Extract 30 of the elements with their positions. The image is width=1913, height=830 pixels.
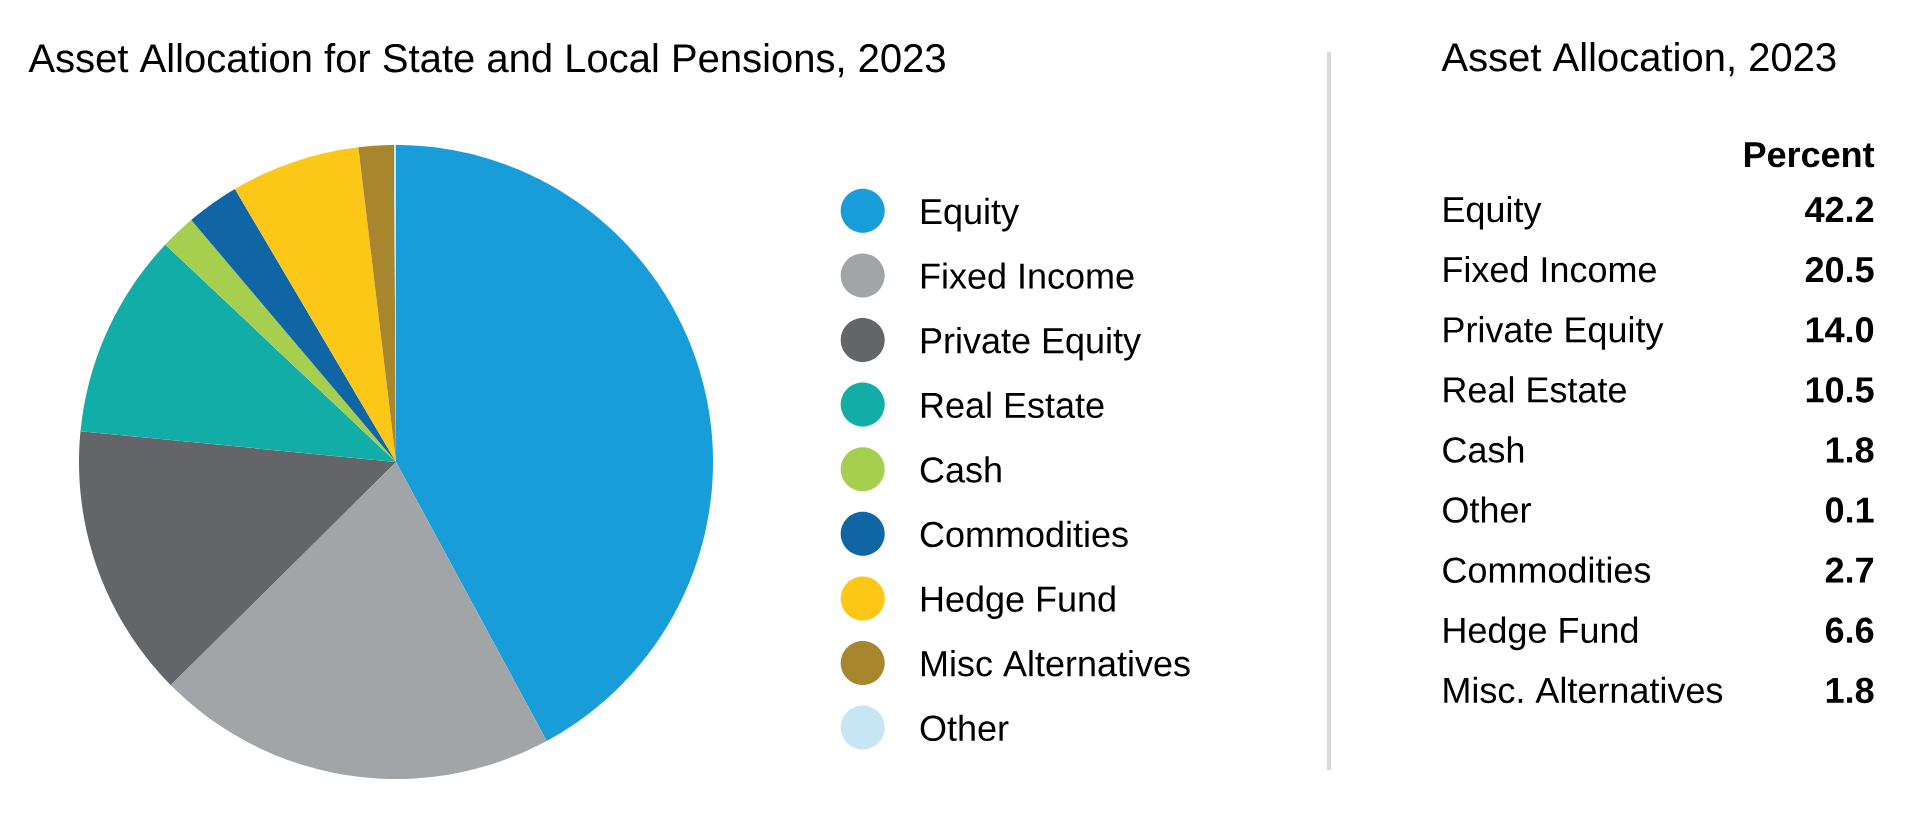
text: 2.7 (1825, 557, 1874, 583)
category-label: Fixed Income (1444, 256, 1656, 283)
legend-label: Real Estate (921, 391, 1104, 419)
text: 1.8 (1826, 437, 1874, 463)
text: 42.2 (1805, 196, 1874, 222)
legend-label: Equity (921, 197, 1019, 232)
legend-label: Hedge Fund (921, 585, 1115, 619)
text: Percent (1744, 142, 1875, 168)
legend-label: Other (920, 714, 1009, 742)
legend-label: Cash (920, 456, 1001, 483)
category-label: Cash (1443, 436, 1524, 463)
category-label: Equity (1444, 195, 1542, 230)
category-label: Commodities (1443, 556, 1651, 583)
legend-label: Misc Alternatives (921, 650, 1190, 677)
category-label: Other (1443, 496, 1531, 523)
category-label: Real Estate (1444, 376, 1626, 403)
text: 20.5 (1805, 256, 1874, 283)
category-label: Hedge Fund (1444, 616, 1638, 651)
legend-label: Fixed Income (921, 262, 1134, 289)
chart-title: Asset Allocation for State and Local Pensions, 2023 (28, 43, 945, 78)
category-label: Private Equity (1444, 316, 1664, 350)
text: 10.5 (1806, 377, 1874, 403)
category-label: Misc. Alternatives (1444, 676, 1723, 704)
legend-label: Private Equity (921, 327, 1141, 361)
text: 0.1 (1826, 497, 1874, 523)
text: 1.8 (1826, 677, 1874, 704)
legend-label: Commodities (920, 520, 1128, 548)
text: Asset Allocation, 2023 (1441, 42, 1836, 77)
text: 14.0 (1806, 317, 1874, 343)
text: 6.6 (1825, 617, 1874, 644)
